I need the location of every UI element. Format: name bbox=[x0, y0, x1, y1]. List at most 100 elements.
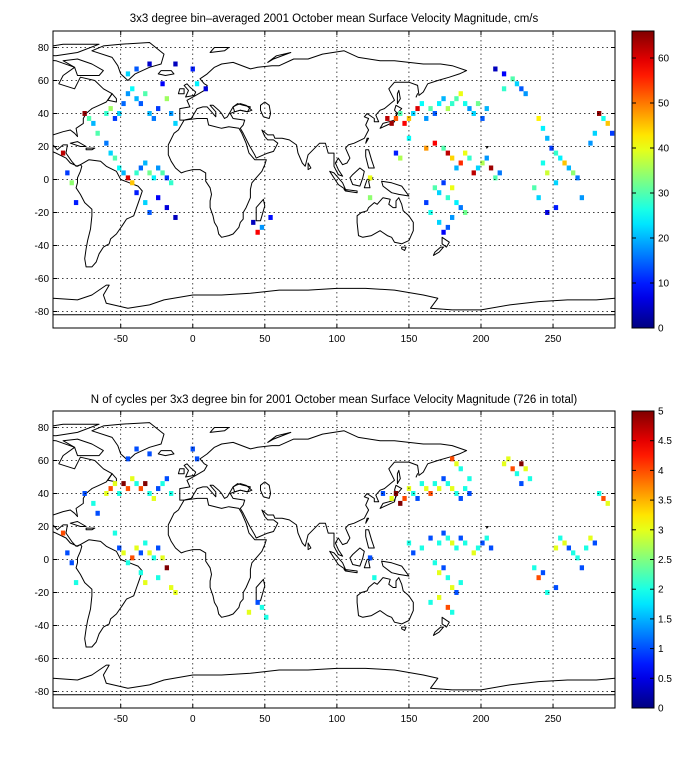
data-bin bbox=[506, 456, 511, 462]
data-bin bbox=[60, 530, 66, 536]
data-bin bbox=[458, 205, 463, 211]
data-bin bbox=[454, 491, 459, 496]
data-bin bbox=[194, 456, 200, 462]
chart-panel-bottom: N of cycles per 3x3 degree bin for 2001 … bbox=[35, 394, 673, 725]
data-bin bbox=[523, 91, 528, 97]
coastline-north-america bbox=[53, 59, 113, 167]
data-bin bbox=[147, 170, 152, 176]
coastline-kamchatka-island bbox=[415, 93, 419, 98]
data-bin bbox=[501, 461, 507, 467]
data-bin bbox=[471, 550, 476, 556]
data-bin bbox=[571, 550, 576, 556]
data-bin bbox=[445, 575, 451, 581]
data-bin bbox=[385, 116, 390, 121]
data-bin bbox=[147, 550, 152, 556]
data-bin bbox=[588, 535, 593, 541]
map-layer bbox=[53, 422, 615, 696]
data-bin bbox=[463, 486, 468, 492]
data-bin bbox=[424, 145, 429, 151]
coastline-sakhalin bbox=[396, 469, 401, 485]
data-bin bbox=[125, 71, 131, 77]
data-bin bbox=[454, 461, 459, 467]
data-bin bbox=[454, 200, 459, 206]
data-bin bbox=[73, 580, 79, 586]
data-bin bbox=[562, 540, 567, 546]
coastline-philippines bbox=[365, 529, 375, 549]
coastline-novaya-zemlya bbox=[267, 52, 292, 63]
data-bin bbox=[566, 165, 572, 171]
data-bin bbox=[493, 175, 498, 181]
data-bin bbox=[130, 476, 135, 482]
data-bin bbox=[428, 599, 433, 605]
data-bin bbox=[445, 150, 451, 156]
data-bin bbox=[450, 486, 455, 492]
data-bin bbox=[450, 101, 455, 107]
data-bin bbox=[441, 476, 446, 482]
x-tick-label: -50 bbox=[114, 334, 129, 345]
data-bin bbox=[104, 111, 109, 116]
coastline-caspian bbox=[260, 101, 272, 119]
y-tick-label: -80 bbox=[35, 307, 50, 318]
coastline-ireland bbox=[177, 88, 185, 95]
data-bin bbox=[134, 170, 139, 176]
data-bin bbox=[467, 155, 472, 161]
coastline-hispaniola bbox=[85, 147, 96, 151]
x-tick-label: 200 bbox=[473, 714, 490, 725]
data-bin bbox=[169, 585, 174, 591]
data-bin bbox=[112, 116, 118, 121]
data-bin bbox=[536, 575, 541, 581]
x-tick-label: 150 bbox=[401, 714, 418, 725]
coastline-black-sea bbox=[232, 103, 251, 113]
y-tick-label: 60 bbox=[38, 76, 50, 87]
data-bin bbox=[117, 545, 122, 551]
data-bin bbox=[437, 101, 442, 107]
data-bin bbox=[112, 481, 118, 487]
data-bin bbox=[367, 175, 373, 181]
data-bin bbox=[147, 451, 152, 457]
y-tick-label: 0 bbox=[43, 175, 49, 186]
data-bin bbox=[575, 555, 580, 561]
data-bin bbox=[138, 550, 144, 556]
data-bin bbox=[134, 446, 139, 452]
y-tick-label: 20 bbox=[38, 522, 50, 533]
data-bin bbox=[60, 150, 66, 156]
data-bin bbox=[393, 150, 399, 156]
data-bin bbox=[480, 160, 485, 166]
data-bin bbox=[389, 496, 394, 501]
y-tick-label: 40 bbox=[38, 489, 50, 500]
data-bin bbox=[134, 66, 139, 72]
chart-panel-top: 3x3 degree bin–averaged 2001 October mea… bbox=[35, 13, 670, 345]
data-bin bbox=[584, 545, 589, 551]
data-bin bbox=[138, 570, 144, 576]
data-bin bbox=[255, 229, 260, 235]
coastline-taiwan bbox=[365, 137, 370, 144]
data-bin bbox=[160, 170, 165, 176]
data-bin bbox=[117, 165, 122, 171]
coastline-taiwan bbox=[365, 517, 370, 524]
data-bin bbox=[398, 500, 403, 506]
data-bin bbox=[147, 61, 152, 67]
coastline-java bbox=[343, 568, 358, 574]
coastline-cuba bbox=[69, 141, 87, 147]
data-bin bbox=[108, 486, 113, 492]
data-bin bbox=[514, 81, 520, 87]
data-bin bbox=[467, 106, 472, 112]
coastline-java bbox=[343, 188, 358, 194]
coastline-novaya-zemlya bbox=[267, 431, 292, 443]
data-bin bbox=[579, 195, 585, 201]
data-bin bbox=[117, 491, 122, 496]
data-bin bbox=[475, 101, 481, 107]
data-bin bbox=[437, 190, 442, 196]
y-tick-label: -20 bbox=[35, 588, 50, 599]
colorbar-tick-label: 0 bbox=[658, 704, 664, 715]
coastline-arctic-islands bbox=[53, 43, 100, 57]
data-bin bbox=[458, 496, 463, 501]
data-bin bbox=[579, 565, 585, 571]
data-bin bbox=[268, 215, 273, 220]
data-bin bbox=[566, 545, 572, 551]
y-tick-label: -40 bbox=[35, 241, 50, 252]
coastline-caspian bbox=[260, 481, 272, 499]
data-bin bbox=[138, 486, 144, 492]
data-bin bbox=[484, 155, 489, 161]
data-bin bbox=[134, 96, 139, 102]
